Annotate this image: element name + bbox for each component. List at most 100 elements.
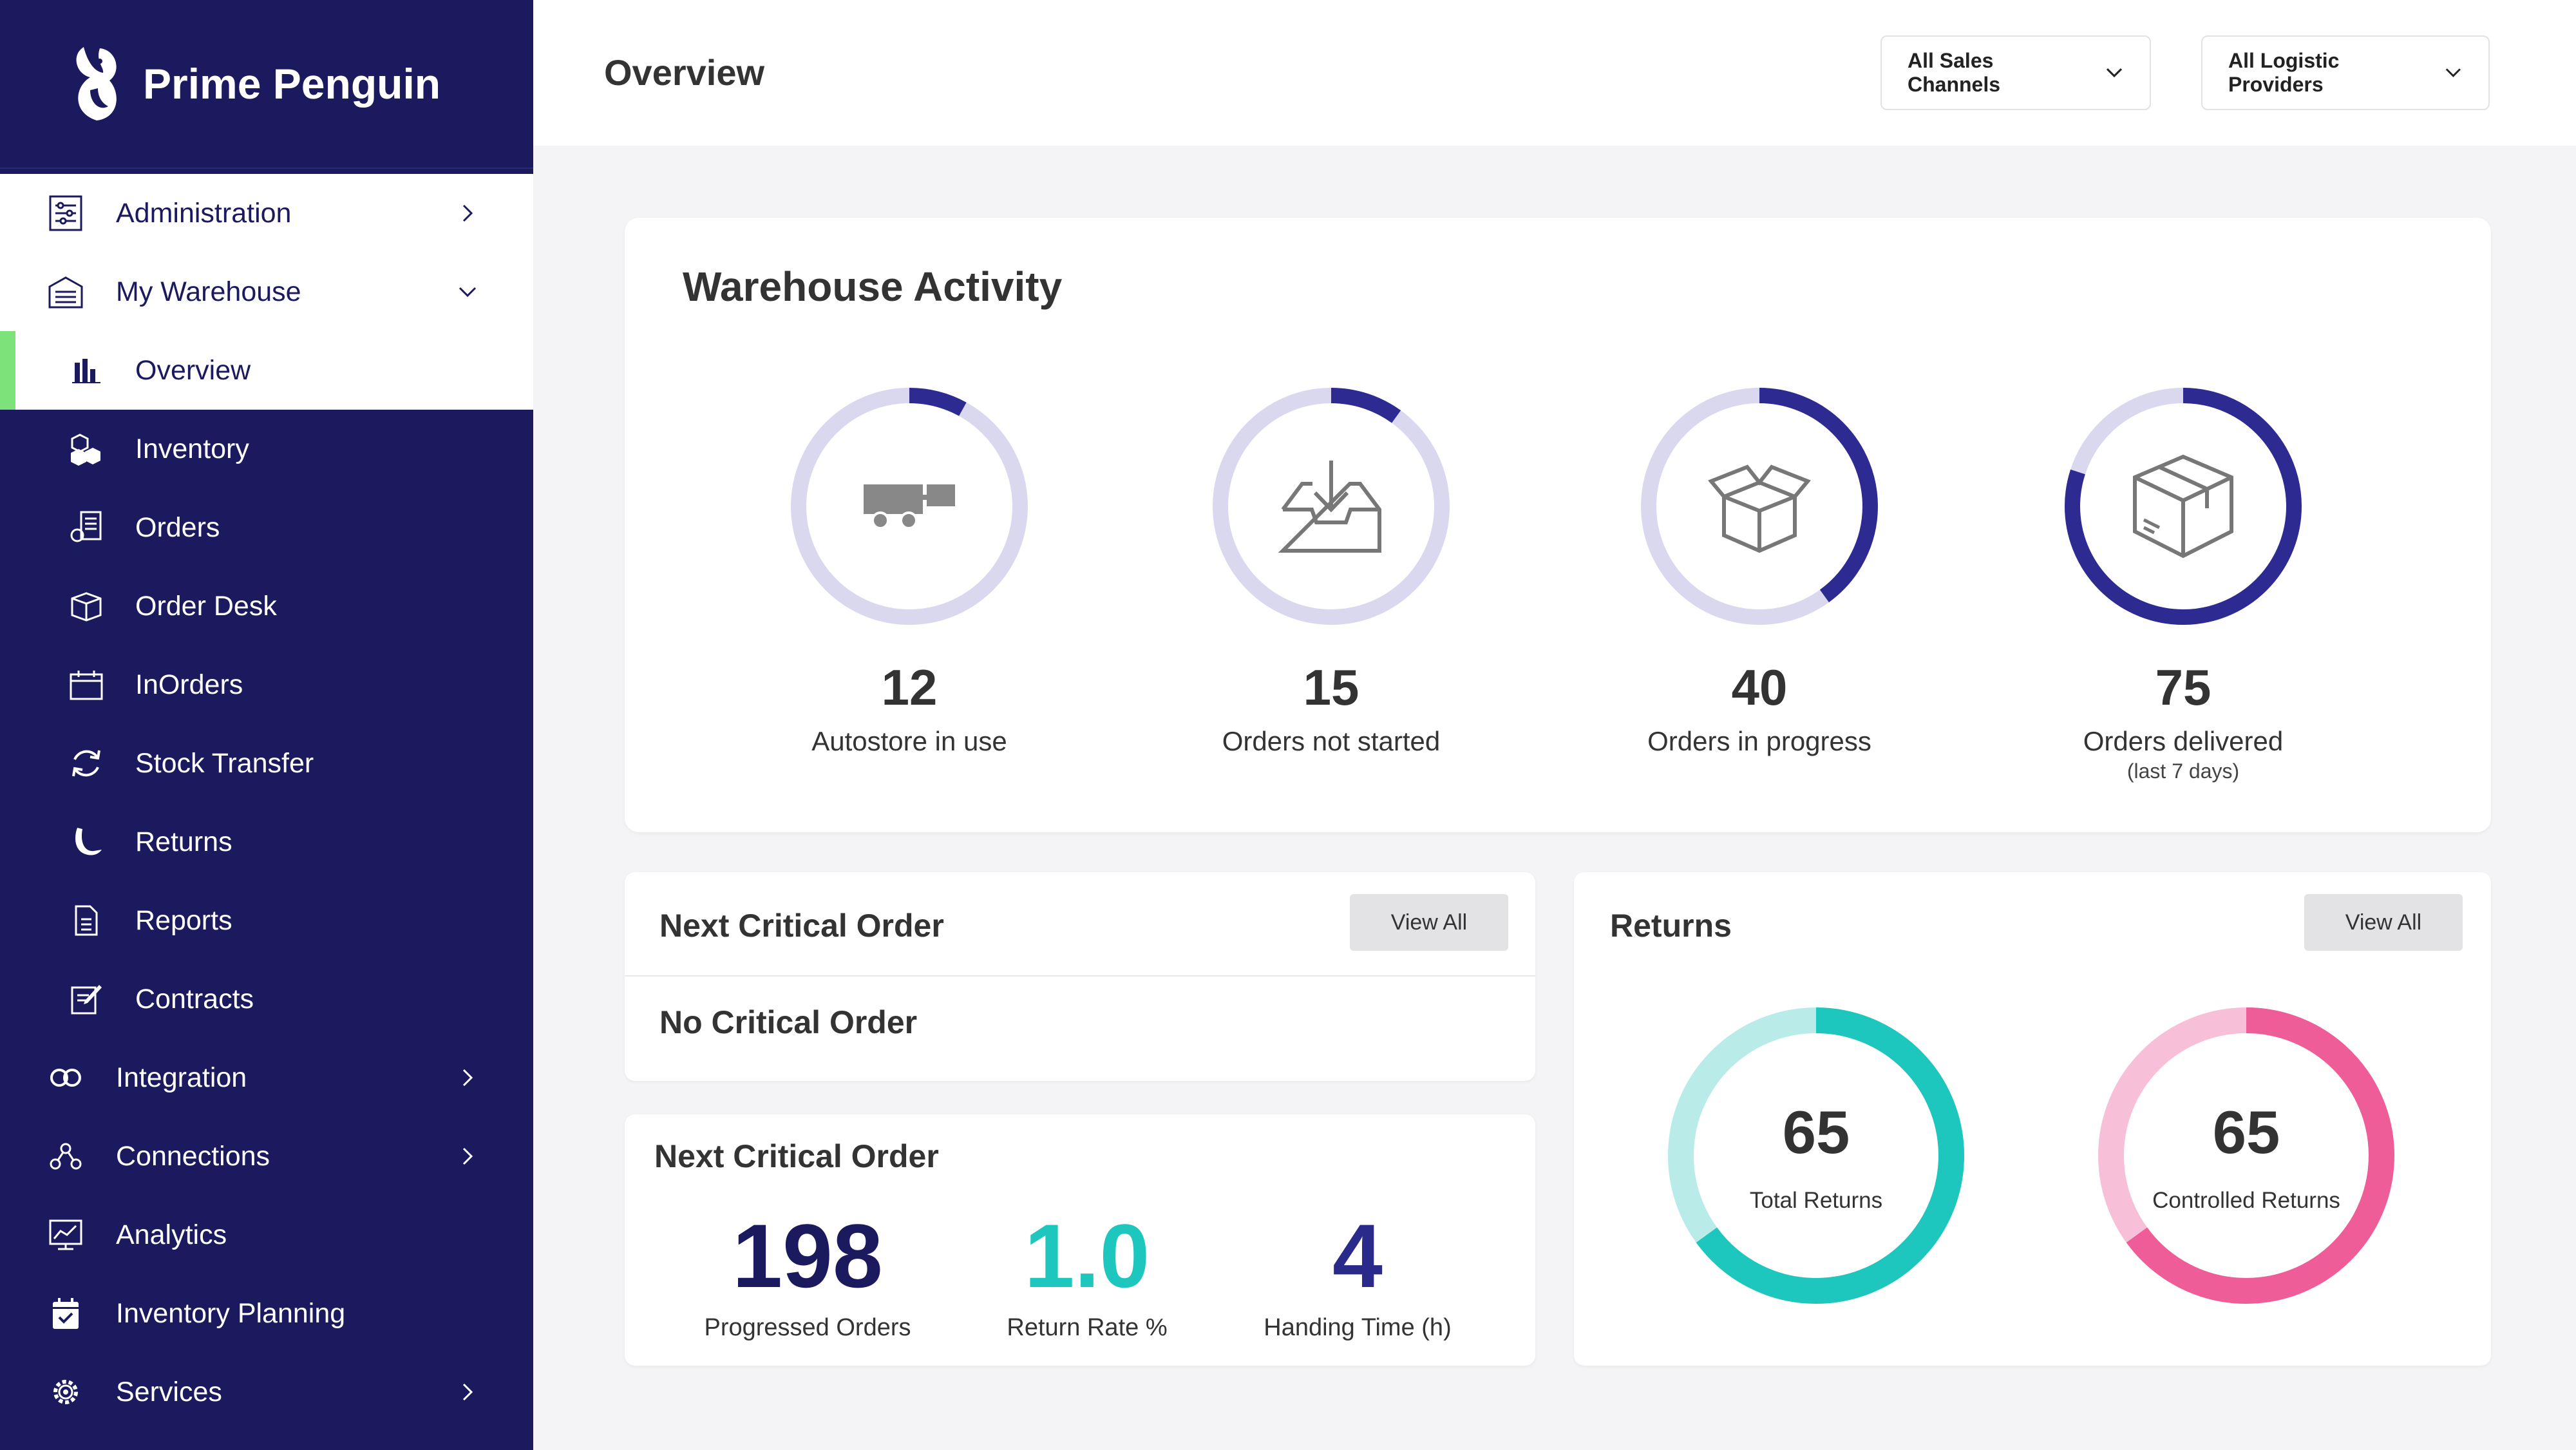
sidebar-item-label: Overview	[135, 354, 251, 386]
analytics-icon	[46, 1216, 85, 1254]
sidebar-item-returns[interactable]: Returns	[0, 803, 533, 881]
top-header: Overview All Sales Channels All Logistic…	[533, 0, 2576, 146]
donut-total-returns: 65 Total Returns	[1662, 1001, 1971, 1310]
stat-return-rate: 1.0 Return Rate %	[952, 1211, 1222, 1342]
sidebar-item-label: Analytics	[116, 1219, 227, 1250]
truck-icon	[864, 484, 955, 529]
services-gear-icon	[46, 1373, 85, 1411]
divider	[625, 975, 1535, 977]
sidebar-item-services[interactable]: Services	[0, 1353, 533, 1431]
returns-card: Returns View All 65 Total Returns 65 Con…	[1574, 872, 2491, 1366]
stat-label: Progressed Orders	[704, 1314, 911, 1341]
logistic-provider-dropdown[interactable]: All Logistic Providers	[2201, 35, 2490, 110]
metric-value: 40	[1731, 659, 1788, 716]
open-box-icon	[1708, 464, 1811, 553]
order-desk-icon	[67, 587, 106, 625]
stat-value: 4	[1332, 1205, 1383, 1306]
warehouse-icon	[46, 272, 85, 311]
chevron-right-icon	[462, 204, 473, 222]
returns-icon	[67, 823, 106, 861]
refresh-icon	[67, 744, 106, 783]
penguin-logo-icon	[76, 47, 117, 120]
donut-value: 65	[1782, 1098, 1850, 1166]
progress-ring	[1637, 384, 1882, 629]
chevron-right-icon	[462, 1383, 473, 1401]
sidebar-item-label: InOrders	[135, 669, 243, 700]
view-all-button[interactable]: View All	[1350, 894, 1508, 951]
progress-ring	[1209, 384, 1454, 629]
stat-value: 198	[732, 1205, 883, 1306]
sidebar-item-label: Reports	[135, 904, 232, 936]
inorders-icon	[67, 665, 106, 704]
critical-order-stats-card: Next Critical Order 198 Progressed Order…	[625, 1114, 1535, 1366]
sidebar-item-label: Inventory Planning	[116, 1297, 346, 1329]
stat-label: Return Rate %	[1007, 1314, 1168, 1341]
sidebar-item-label: My Warehouse	[116, 276, 301, 307]
orders-icon	[67, 508, 106, 547]
connections-icon	[46, 1137, 85, 1176]
metric-autostore: 12 Autostore in use	[748, 384, 1070, 757]
view-all-button[interactable]: View All	[2304, 894, 2463, 951]
brand[interactable]: Prime Penguin	[0, 0, 533, 169]
sidebar-item-orders[interactable]: Orders	[0, 488, 533, 567]
chevron-down-icon	[2446, 68, 2461, 77]
metric-label: Orders not started	[1222, 726, 1441, 756]
stat-progressed-orders: 198 Progressed Orders	[672, 1211, 943, 1342]
stat-value: 1.0	[1024, 1205, 1150, 1306]
sidebar-item-integration[interactable]: Integration	[0, 1038, 533, 1117]
chevron-right-icon	[462, 1069, 473, 1087]
page-title: Overview	[604, 52, 765, 93]
sidebar-item-my-warehouse[interactable]: My Warehouse	[0, 253, 533, 331]
sales-channel-label: All Sales Channels	[1908, 49, 2001, 96]
sidebar-item-label: Integration	[116, 1062, 247, 1093]
progress-ring	[2061, 384, 2306, 629]
metric-orders-not-started: 15 Orders not started	[1170, 384, 1492, 757]
sidebar-item-label: Order Desk	[135, 590, 277, 622]
metric-orders-delivered: 75 Orders delivered (last 7 days)	[2022, 384, 2344, 783]
logistic-provider-label: All Logistic Providers	[2228, 49, 2340, 96]
sidebar-item-overview[interactable]: Overview	[0, 331, 533, 410]
progress-ring	[787, 384, 1032, 629]
chevron-down-icon	[2106, 68, 2123, 78]
sidebar-item-label: Contracts	[135, 983, 254, 1015]
sidebar-item-reports[interactable]: Reports	[0, 881, 533, 960]
card-title: Warehouse Activity	[683, 263, 1063, 310]
chevron-down-icon	[459, 287, 477, 298]
sales-channel-dropdown[interactable]: All Sales Channels	[1880, 35, 2151, 110]
sidebar-item-connections[interactable]: Connections	[0, 1117, 533, 1196]
stat-label: Handing Time (h)	[1264, 1314, 1452, 1341]
sidebar-item-administration[interactable]: Administration	[0, 174, 533, 253]
active-indicator	[0, 331, 15, 410]
sidebar-item-inventory-planning[interactable]: Inventory Planning	[0, 1274, 533, 1353]
donut-value: 65	[2212, 1098, 2280, 1166]
brand-name: Prime Penguin	[143, 60, 441, 108]
sidebar-item-inorders[interactable]: InOrders	[0, 645, 533, 724]
sidebar-item-analytics[interactable]: Analytics	[0, 1196, 533, 1274]
sidebar-item-label: Connections	[116, 1140, 270, 1172]
empty-state-text: No Critical Order	[659, 1004, 918, 1040]
package-icon	[2133, 454, 2233, 558]
sidebar-item-inventory[interactable]: Inventory	[0, 410, 533, 488]
sidebar-item-label: Inventory	[135, 433, 249, 464]
sidebar-item-label: Stock Transfer	[135, 747, 314, 779]
next-critical-order-card: Next Critical Order View All No Critical…	[625, 872, 1535, 1081]
sidebar-item-contracts[interactable]: Contracts	[0, 960, 533, 1038]
sidebar-item-label: Orders	[135, 511, 220, 543]
sidebar-item-label: Returns	[135, 826, 232, 857]
metric-label: Orders delivered	[2083, 726, 2284, 756]
metric-label: Orders in progress	[1647, 726, 1871, 756]
sidebar: Prime Penguin Administration My Warehous…	[0, 0, 533, 1450]
donut-controlled-returns: 65 Controlled Returns	[2092, 1001, 2401, 1310]
metric-value: 15	[1303, 659, 1359, 716]
inbox-download-icon	[1278, 461, 1381, 553]
stat-handing-time: 4 Handing Time (h)	[1222, 1211, 1493, 1342]
card-title: Returns	[1610, 908, 1732, 944]
chevron-right-icon	[462, 1147, 473, 1165]
contract-icon	[67, 980, 106, 1018]
metric-value: 12	[881, 659, 938, 716]
sidebar-item-order-desk[interactable]: Order Desk	[0, 567, 533, 645]
sidebar-item-stock-transfer[interactable]: Stock Transfer	[0, 724, 533, 803]
bar-chart-icon	[67, 351, 106, 390]
metric-orders-in-progress: 40 Orders in progress	[1598, 384, 1920, 757]
warehouse-activity-card: Warehouse Activity 12 Autostore in use 1…	[625, 218, 2491, 832]
